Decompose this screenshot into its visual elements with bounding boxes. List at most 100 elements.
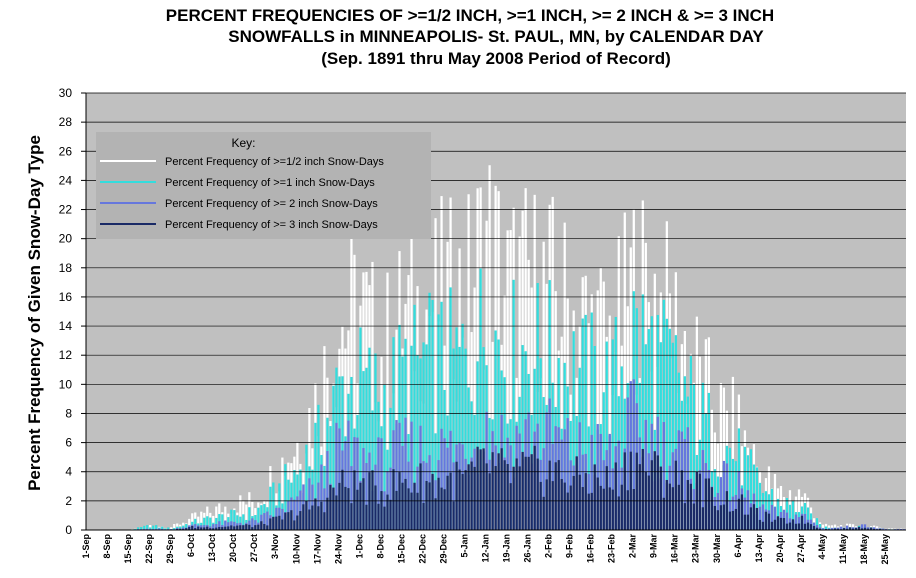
bar — [335, 495, 338, 530]
chart-title-line-1: PERCENT FREQUENCIES OF >=1/2 INCH, >=1 I… — [165, 6, 775, 25]
bar — [467, 387, 470, 530]
bar — [449, 472, 452, 530]
bar — [803, 523, 807, 530]
bar — [584, 473, 587, 530]
x-tick-label: 23-Mar — [691, 534, 701, 564]
bar — [461, 473, 464, 530]
bar — [428, 482, 431, 530]
bar — [233, 526, 236, 530]
bar — [311, 505, 314, 530]
x-tick-label: 17-Nov — [312, 534, 322, 564]
bar — [350, 376, 353, 530]
bar — [872, 528, 876, 530]
bar — [299, 490, 302, 530]
x-tick-label: 13-Apr — [754, 534, 764, 563]
bar — [761, 504, 765, 530]
bar — [329, 485, 332, 530]
chart-title-line-3: (Sep. 1891 thru May 2008 Period of Recor… — [321, 49, 671, 68]
bar — [728, 511, 732, 530]
bar — [788, 522, 792, 530]
bar — [146, 525, 149, 530]
x-tick-label: 18-May — [859, 534, 869, 565]
bar — [596, 424, 599, 530]
bar — [653, 451, 656, 530]
bar — [500, 448, 503, 530]
bar — [629, 451, 632, 530]
bar — [158, 528, 161, 530]
bar — [233, 521, 236, 530]
bar — [458, 469, 461, 530]
bar — [806, 507, 810, 530]
bar — [491, 452, 494, 530]
bar — [899, 528, 903, 530]
bar — [836, 528, 840, 530]
bar — [293, 499, 296, 530]
x-tick-label: 3-Nov — [270, 534, 280, 559]
bar — [224, 526, 227, 530]
bar — [515, 458, 518, 530]
bar — [467, 194, 470, 531]
bar — [215, 527, 218, 530]
bar — [656, 455, 659, 530]
bar — [296, 515, 299, 530]
bar — [773, 507, 777, 530]
bar — [620, 366, 623, 530]
bar — [776, 498, 780, 530]
bar — [245, 524, 248, 530]
bar — [503, 460, 506, 530]
bar — [539, 481, 542, 530]
bar — [755, 467, 759, 530]
bar — [569, 485, 572, 530]
bar — [506, 464, 509, 530]
bar — [389, 499, 392, 530]
bar — [641, 448, 644, 530]
bar — [854, 527, 858, 530]
y-tick-label: 24 — [59, 173, 73, 187]
bar — [722, 504, 726, 530]
bar — [266, 525, 269, 530]
x-tick-label: 8-Sep — [102, 534, 112, 559]
bar — [314, 422, 317, 530]
bar — [170, 527, 173, 530]
bar — [788, 504, 792, 530]
bar — [512, 279, 515, 530]
y-tick-label: 0 — [65, 523, 72, 537]
y-tick-label: 28 — [59, 115, 73, 129]
bar — [251, 527, 254, 530]
bar — [278, 515, 281, 530]
bar — [512, 466, 515, 530]
bar — [548, 460, 551, 530]
bar — [173, 524, 176, 530]
x-tick-label: 13-Oct — [207, 534, 217, 562]
bar — [818, 524, 822, 530]
bar — [347, 488, 350, 530]
bar — [845, 525, 849, 530]
x-tick-label: 1-Dec — [354, 534, 364, 559]
bar — [833, 528, 837, 530]
bar — [362, 478, 365, 530]
bar — [719, 505, 723, 530]
bar — [530, 287, 533, 530]
bar — [353, 254, 356, 530]
bar — [386, 272, 389, 530]
bar — [278, 483, 281, 530]
bar — [461, 323, 464, 530]
bar — [605, 466, 608, 530]
bar — [533, 445, 536, 530]
bar — [479, 268, 482, 530]
bar — [659, 342, 662, 530]
bar — [272, 482, 275, 530]
series-4-bars — [173, 445, 885, 530]
bar — [566, 492, 569, 530]
bar — [230, 509, 233, 530]
bar — [359, 327, 362, 530]
bar — [827, 525, 831, 530]
bar — [167, 527, 170, 530]
bar — [617, 236, 620, 530]
legend-box — [96, 132, 431, 239]
bar — [392, 469, 395, 530]
bar — [185, 524, 188, 530]
bar — [464, 470, 467, 530]
bar — [344, 486, 347, 530]
bar — [440, 428, 443, 530]
